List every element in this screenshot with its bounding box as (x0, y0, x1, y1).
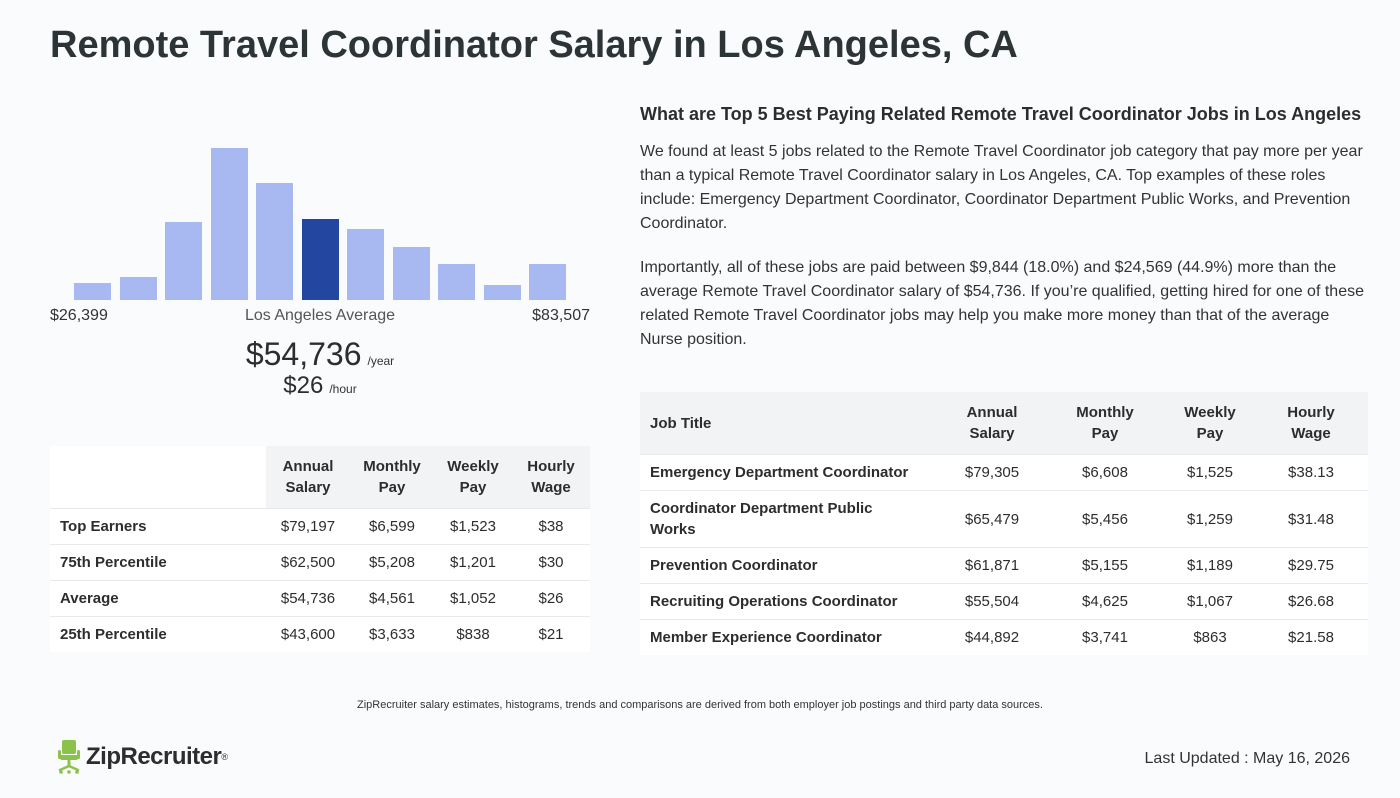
related-jobs-heading: What are Top 5 Best Paying Related Remot… (640, 104, 1362, 124)
cell-weekly: $1,189 (1166, 547, 1254, 584)
cell-monthly: $4,625 (1044, 583, 1166, 620)
histogram-bar (210, 148, 248, 300)
histogram-bar (165, 222, 202, 300)
row-label: Average (50, 580, 266, 617)
table-row: Coordinator Department Public Works $65,… (640, 490, 1368, 548)
cell-monthly: $3,741 (1044, 619, 1166, 655)
cell-annual: $44,892 (940, 619, 1044, 655)
cell-weekly: $1,259 (1166, 490, 1254, 548)
table-row: Recruiting Operations Coordinator $55,50… (640, 583, 1368, 620)
table-row: Top Earners $79,197 $6,599 $1,523 $38 (50, 508, 590, 545)
table-row: Emergency Department Coordinator $79,305… (640, 454, 1368, 491)
cell-hourly: $38 (512, 508, 590, 545)
histogram-max-label: $83,507 (532, 307, 590, 324)
table-row: Prevention Coordinator $61,871 $5,155 $1… (640, 547, 1368, 584)
job-title: Coordinator Department Public Works (640, 490, 940, 548)
cell-weekly: $1,523 (434, 508, 512, 545)
cell-hourly: $38.13 (1254, 454, 1368, 491)
cell-hourly: $31.48 (1254, 490, 1368, 548)
jobs-table-header: Job Title Annual Salary Monthly Pay Week… (640, 392, 1368, 455)
header-hourly-wage: Hourly Wage (1254, 392, 1368, 455)
table-row: Member Experience Coordinator $44,892 $3… (640, 619, 1368, 655)
histogram-bar (392, 247, 430, 300)
last-updated: Last Updated : May 16, 2026 (1144, 750, 1350, 767)
row-label: 25th Percentile (50, 616, 266, 652)
histogram-min-label: $26,399 (50, 307, 108, 324)
cell-hourly: $30 (512, 544, 590, 581)
cell-monthly: $6,608 (1044, 454, 1166, 491)
header-annual-salary: Annual Salary (266, 446, 350, 509)
header-hourly-wage: Hourly Wage (512, 446, 590, 509)
annual-average-value: $54,736 (245, 336, 362, 372)
cell-monthly: $6,599 (350, 508, 434, 545)
data-source-note: ZipRecruiter salary estimates, histogram… (357, 699, 1043, 711)
hourly-average-value: $26 (283, 372, 324, 399)
salary-histogram (50, 140, 590, 300)
cell-annual: $65,479 (940, 490, 1044, 548)
cell-hourly: $29.75 (1254, 547, 1368, 584)
cell-hourly: $21.58 (1254, 619, 1368, 655)
cell-monthly: $3,633 (350, 616, 434, 652)
table-row: 75th Percentile $62,500 $5,208 $1,201 $3… (50, 544, 590, 581)
cell-annual: $54,736 (266, 580, 350, 617)
cell-annual: $62,500 (266, 544, 350, 581)
cell-weekly: $863 (1166, 619, 1254, 655)
histogram-average-label: Los Angeles Average (244, 307, 396, 324)
cell-annual: $55,504 (940, 583, 1044, 620)
percentile-table: Annual Salary Monthly Pay Weekly Pay Hou… (50, 446, 590, 652)
cell-weekly: $1,525 (1166, 454, 1254, 491)
header-job-title: Job Title (640, 392, 940, 455)
job-title: Member Experience Coordinator (640, 619, 940, 655)
cell-weekly: $1,201 (434, 544, 512, 581)
header-monthly-pay: Monthly Pay (350, 446, 434, 509)
logo-wordmark: ZipRecruiter (86, 743, 222, 770)
histogram-bar (529, 264, 566, 300)
cell-annual: $61,871 (940, 547, 1044, 584)
histogram-bar (301, 219, 339, 300)
header-weekly-pay: Weekly Pay (1166, 392, 1254, 455)
histogram-bar (483, 285, 521, 300)
header-blank (50, 446, 266, 509)
cell-monthly: $5,456 (1044, 490, 1166, 548)
annual-average-unit: /year (367, 354, 395, 368)
related-jobs-table: Job Title Annual Salary Monthly Pay Week… (640, 392, 1368, 655)
percentile-table-header: Annual Salary Monthly Pay Weekly Pay Hou… (50, 446, 590, 509)
histogram-bar (119, 277, 157, 300)
header-monthly-pay: Monthly Pay (1044, 392, 1166, 455)
related-jobs-paragraph-2: Importantly, all of these jobs are paid … (640, 259, 1364, 348)
table-row: 25th Percentile $43,600 $3,633 $838 $21 (50, 616, 590, 652)
histogram-bar (438, 264, 475, 300)
cell-hourly: $21 (512, 616, 590, 652)
cell-hourly: $26 (512, 580, 590, 617)
table-row: Average $54,736 $4,561 $1,052 $26 (50, 580, 590, 617)
page-title: Remote Travel Coordinator Salary in Los … (50, 24, 1018, 66)
job-title: Prevention Coordinator (640, 547, 940, 584)
histogram-bar (74, 283, 111, 300)
office-chair-icon (58, 740, 80, 774)
annual-average: $54,736/year (50, 336, 590, 373)
related-jobs-paragraph-1: We found at least 5 jobs related to the … (640, 143, 1363, 232)
job-title: Recruiting Operations Coordinator (640, 583, 940, 620)
header-annual-salary: Annual Salary (940, 392, 1044, 455)
cell-monthly: $4,561 (350, 580, 434, 617)
cell-weekly: $838 (434, 616, 512, 652)
cell-weekly: $1,052 (434, 580, 512, 617)
cell-monthly: $5,155 (1044, 547, 1166, 584)
histogram-bar (347, 229, 384, 300)
cell-monthly: $5,208 (350, 544, 434, 581)
row-label: Top Earners (50, 508, 266, 545)
row-label: 75th Percentile (50, 544, 266, 581)
cell-annual: $79,305 (940, 454, 1044, 491)
header-weekly-pay: Weekly Pay (434, 446, 512, 509)
registered-mark: ® (221, 752, 229, 762)
cell-weekly: $1,067 (1166, 583, 1254, 620)
hourly-average-unit: /hour (329, 382, 357, 396)
cell-annual: $43,600 (266, 616, 350, 652)
hourly-average: $26/hour (50, 372, 590, 400)
job-title: Emergency Department Coordinator (640, 454, 940, 491)
ziprecruiter-logo[interactable]: ZipRecruiter ® (58, 740, 228, 774)
cell-hourly: $26.68 (1254, 583, 1368, 620)
histogram-bar (256, 183, 293, 300)
cell-annual: $79,197 (266, 508, 350, 545)
